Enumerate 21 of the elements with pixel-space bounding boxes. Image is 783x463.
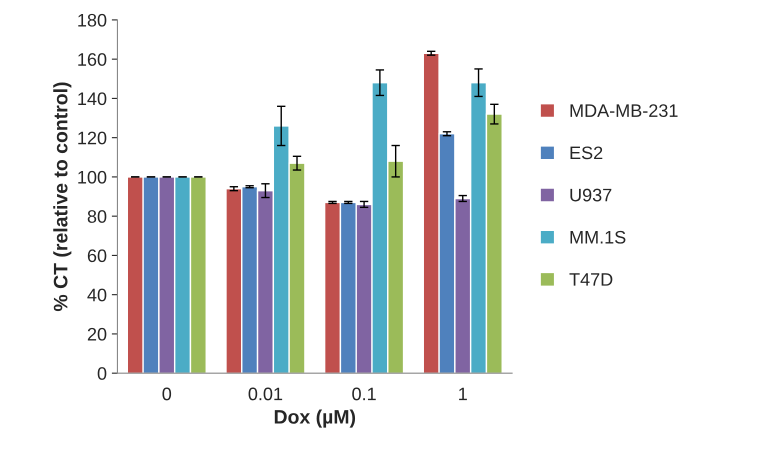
x-tick-label: 1	[459, 388, 467, 400]
y-tick-label: 160	[78, 53, 106, 66]
y-tick-label: 0	[98, 367, 106, 380]
x-tick-label: 0.1	[352, 388, 376, 400]
x-axis-title: Dox (µM)	[274, 409, 356, 428]
y-tick-label: 140	[78, 92, 106, 106]
legend-label: ES2	[570, 146, 602, 160]
x-tick-label: 0	[162, 388, 172, 400]
y-tick-label: 120	[78, 132, 106, 144]
y-tick-label: 180	[78, 14, 106, 27]
x-tick-label: 0.01	[248, 388, 282, 400]
legend-label: T47D	[569, 273, 612, 286]
y-tick-label: 40	[87, 288, 106, 302]
legend-label: MDA-MB-231	[570, 104, 678, 118]
y-tick-label: 20	[88, 328, 106, 341]
y-tick-label: 60	[88, 249, 106, 262]
y-axis-title: % CT (relative to control)	[53, 82, 72, 312]
y-tick-label: 80	[88, 210, 106, 223]
y-tick-label: 100	[78, 170, 106, 184]
legend-label: U937	[570, 188, 612, 202]
legend-label: MM.1S	[570, 230, 626, 244]
